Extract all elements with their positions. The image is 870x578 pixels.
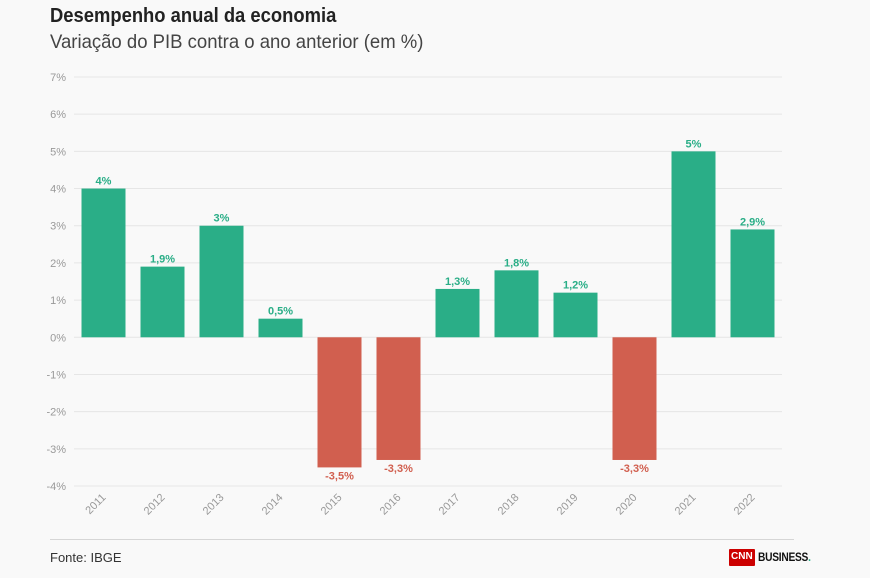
x-tick-label: 2012 [142,492,168,518]
business-logo-text: BUSINESS. [757,550,811,564]
x-tick-label: 2019 [555,492,581,518]
y-tick-label: 0% [50,332,66,344]
data-label-2012: 1,9% [150,254,175,266]
data-label-2019: 1,2% [563,280,588,292]
data-label-2017: 1,3% [445,276,470,288]
footer-divider [50,539,794,540]
x-tick-label: 2014 [260,492,286,518]
x-tick-label: 2011 [83,492,108,517]
gridlines [74,76,782,487]
data-label-2014: 0,5% [268,306,293,318]
data-label-2013: 3% [214,213,230,225]
data-label-2016: -3,3% [384,463,413,475]
x-tick-label: 2022 [732,492,758,518]
x-tick-label: 2020 [614,492,640,518]
x-tick-label: 2017 [437,492,463,518]
x-axis-labels: 2011 2012 2013 2014 2015 2016 2017 2018 2019 2020… [83,492,757,518]
bar-2013 [199,225,244,338]
x-tick-label: 2016 [378,492,404,518]
cnn-business-logo: CNN BUSINESS. [729,547,820,567]
cnn-logo-mark: CNN [729,548,755,566]
y-tick-label: 3% [50,221,66,233]
bar-chart: -4% -3% -2% -1% 0% 1% 2% 3% 4% 5% 6% 7% 4% 1,9% 3% 0,5… [46,72,782,518]
chart-title: Desempenho anual da economia [50,5,337,27]
bar-2012 [140,266,185,338]
bar-2017 [435,288,480,338]
bars [81,151,775,468]
bar-2022 [730,229,775,338]
data-label-2022: 2,9% [740,216,765,228]
bar-2018 [494,270,539,338]
data-label-2021: 5% [686,138,702,150]
y-tick-label: -1% [46,369,66,381]
data-label-2011: 4% [96,176,112,188]
bar-2021 [671,151,716,338]
y-tick-label: -3% [46,444,66,456]
chart-subtitle: Variação do PIB contra o ano anterior (e… [50,31,424,53]
y-tick-label: 5% [50,146,66,158]
bar-2016 [376,337,421,460]
x-tick-label: 2021 [673,492,699,518]
bar-2019 [553,292,598,338]
y-axis-labels: -4% -3% -2% -1% 0% 1% 2% 3% 4% 5% 6% 7% [46,72,66,493]
y-tick-label: 6% [50,109,66,121]
source-note: Fonte: IBGE [50,550,122,565]
data-label-2018: 1,8% [504,257,529,269]
business-word: BUSINESS [757,550,808,564]
bar-2015 [317,337,362,468]
x-tick-label: 2018 [496,492,522,518]
cnn-logo-text: CNN [731,550,753,562]
x-tick-label: 2015 [319,492,345,518]
y-tick-label: 4% [50,184,66,196]
data-label-2015: -3,5% [325,470,354,482]
bar-2014 [258,318,303,338]
bar-2011 [81,188,126,338]
y-tick-label: -2% [46,407,66,419]
bar-2020 [612,337,657,460]
y-tick-label: 7% [50,72,66,84]
y-tick-label: 1% [50,295,66,307]
y-tick-label: 2% [50,258,66,270]
x-tick-label: 2013 [201,492,227,518]
data-labels: 4% 1,9% 3% 0,5% -3,5% -3,3% 1,3% 1,8% 1,2% -3,3% 5… [96,138,766,482]
data-label-2020: -3,3% [620,463,649,475]
y-tick-label: -4% [46,481,66,493]
